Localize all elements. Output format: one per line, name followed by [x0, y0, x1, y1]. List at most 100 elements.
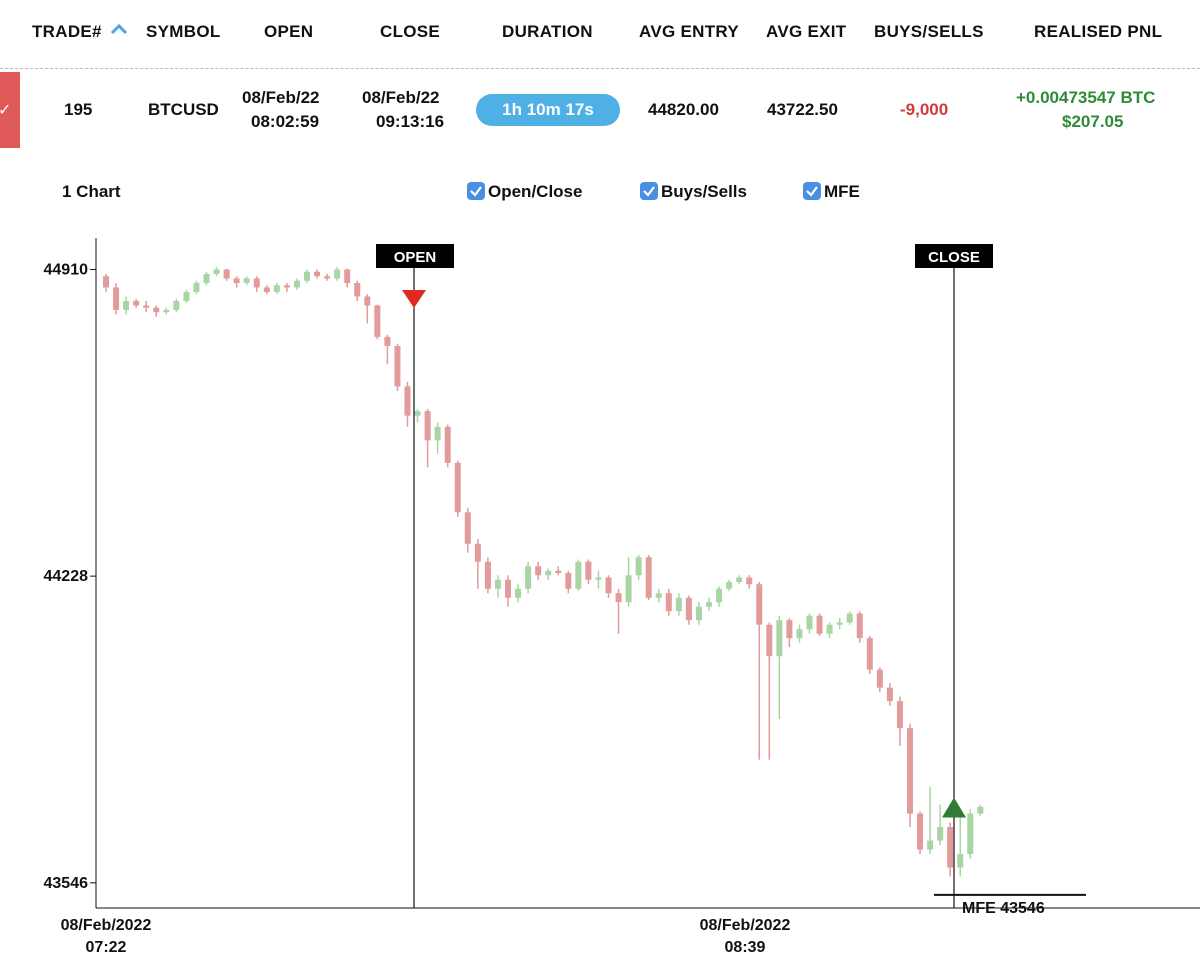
candle-body — [454, 462, 461, 513]
col-symbol[interactable]: SYMBOL — [146, 22, 221, 41]
candle-body — [766, 624, 773, 657]
candle-body — [133, 300, 140, 306]
candle-body — [404, 386, 411, 416]
open-close-checkbox[interactable] — [467, 182, 485, 200]
col-avg-exit[interactable]: AVG EXIT — [766, 22, 847, 41]
col-trade[interactable]: TRADE# — [32, 22, 102, 41]
candle-body — [836, 622, 843, 625]
open-label-box — [376, 244, 454, 268]
chevron-up-icon[interactable] — [110, 22, 128, 36]
candle-body — [384, 336, 391, 346]
candle-body — [143, 305, 150, 308]
y-tick-label: 44910 — [44, 261, 89, 278]
candle-body — [293, 280, 300, 288]
candle-body — [394, 345, 401, 387]
candle-body — [535, 566, 542, 576]
candle-body — [545, 570, 552, 576]
candle-body — [374, 305, 381, 337]
candle-body — [655, 593, 662, 598]
x-tick-time: 07:22 — [86, 939, 127, 956]
candle-body — [866, 638, 873, 670]
price-chart[interactable]: OPEN CLOSE MFE 43546 44910 44228 43546 08/Feb… — [0, 230, 1200, 968]
avg-exit: 43722.50 — [767, 100, 838, 119]
candle-body — [354, 282, 361, 297]
candle-body — [675, 597, 682, 612]
candle-body — [635, 557, 642, 576]
candle-body — [515, 588, 522, 598]
candle-body — [786, 620, 793, 639]
candle-body — [856, 613, 863, 639]
candle-body — [645, 557, 652, 598]
candle-body — [947, 827, 954, 868]
candle-body — [123, 300, 130, 310]
buys-sells-checkbox[interactable] — [640, 182, 658, 200]
candle-body — [937, 827, 944, 841]
candle-body — [886, 687, 893, 702]
col-buys-sells[interactable]: BUYS/SELLS — [874, 22, 984, 41]
candle-body — [464, 512, 471, 544]
candle-body — [494, 579, 501, 589]
candle-body — [273, 285, 280, 292]
close-marker-icon — [942, 797, 966, 818]
candle-body — [605, 577, 612, 594]
overlay-layer: OPEN CLOSE MFE 43546 — [376, 244, 1086, 917]
x-tick-date: 08/Feb/2022 — [700, 917, 791, 934]
candle-body — [334, 269, 341, 279]
candle-body — [213, 269, 220, 274]
mfe-checkbox[interactable] — [803, 182, 821, 200]
candle-body — [726, 581, 733, 589]
candle-body — [746, 577, 753, 585]
candle-body — [665, 593, 672, 612]
table-row[interactable]: ✓ 195 BTCUSD 08/Feb/22 08:02:59 08/Feb/2… — [0, 70, 1200, 150]
candle-body — [736, 577, 743, 582]
open-close-label[interactable]: Open/Close — [488, 182, 583, 201]
open-label: OPEN — [394, 249, 437, 266]
candle-body — [304, 271, 310, 281]
open-marker-icon — [402, 290, 426, 308]
col-open[interactable]: OPEN — [264, 22, 314, 41]
candle-body — [977, 806, 984, 814]
candle-body — [695, 606, 702, 621]
candle-body — [917, 813, 924, 850]
duration-badge: 1h 10m 17s — [476, 94, 620, 126]
candle-body — [203, 273, 210, 283]
candle-body — [263, 287, 270, 292]
close-date: 08/Feb/22 — [362, 88, 440, 107]
row-indicator[interactable]: ✓ — [0, 72, 20, 148]
candle-body — [193, 282, 200, 292]
col-avg-entry[interactable]: AVG ENTRY — [639, 22, 739, 41]
candle-body — [183, 291, 190, 301]
candle-body — [756, 584, 763, 625]
candle-body — [243, 278, 250, 283]
buys-sells: -9,000 — [900, 100, 949, 119]
candle-body — [716, 588, 723, 603]
candle-body — [414, 411, 421, 416]
tick-layer: 44910 44228 43546 08/Feb/2022 07:22 08/Feb/20… — [44, 261, 791, 956]
candle-body — [806, 615, 813, 630]
candle-body — [575, 561, 582, 589]
candle-body — [967, 813, 974, 855]
candle-body — [153, 307, 160, 313]
candle-body — [565, 573, 572, 589]
candle-body — [796, 629, 803, 639]
candle-body — [685, 597, 692, 621]
mfe-label[interactable]: MFE — [824, 182, 860, 201]
col-duration[interactable]: DURATION — [502, 22, 593, 41]
candle-body — [776, 620, 783, 657]
close-label-box — [915, 244, 993, 268]
col-close[interactable]: CLOSE — [380, 22, 441, 41]
open-time: 08:02:59 — [251, 112, 320, 131]
pnl-btc: +0.00473547 BTC — [1016, 88, 1156, 107]
x-tick-date: 08/Feb/2022 — [61, 917, 152, 934]
candle-body — [474, 543, 481, 562]
candles-layer — [103, 267, 984, 877]
candle-body — [344, 269, 351, 283]
mfe-label: MFE 43546 — [962, 900, 1045, 917]
check-icon — [806, 186, 818, 197]
chart-toolbar: 1 Chart Open/Close Buys/Sells MFE — [0, 178, 1200, 208]
candle-body — [253, 278, 260, 288]
candle-body — [907, 728, 913, 814]
buys-sells-label[interactable]: Buys/Sells — [661, 182, 747, 201]
candle-body — [233, 278, 240, 283]
col-realised-pnl[interactable]: REALISED PNL — [1034, 22, 1163, 41]
